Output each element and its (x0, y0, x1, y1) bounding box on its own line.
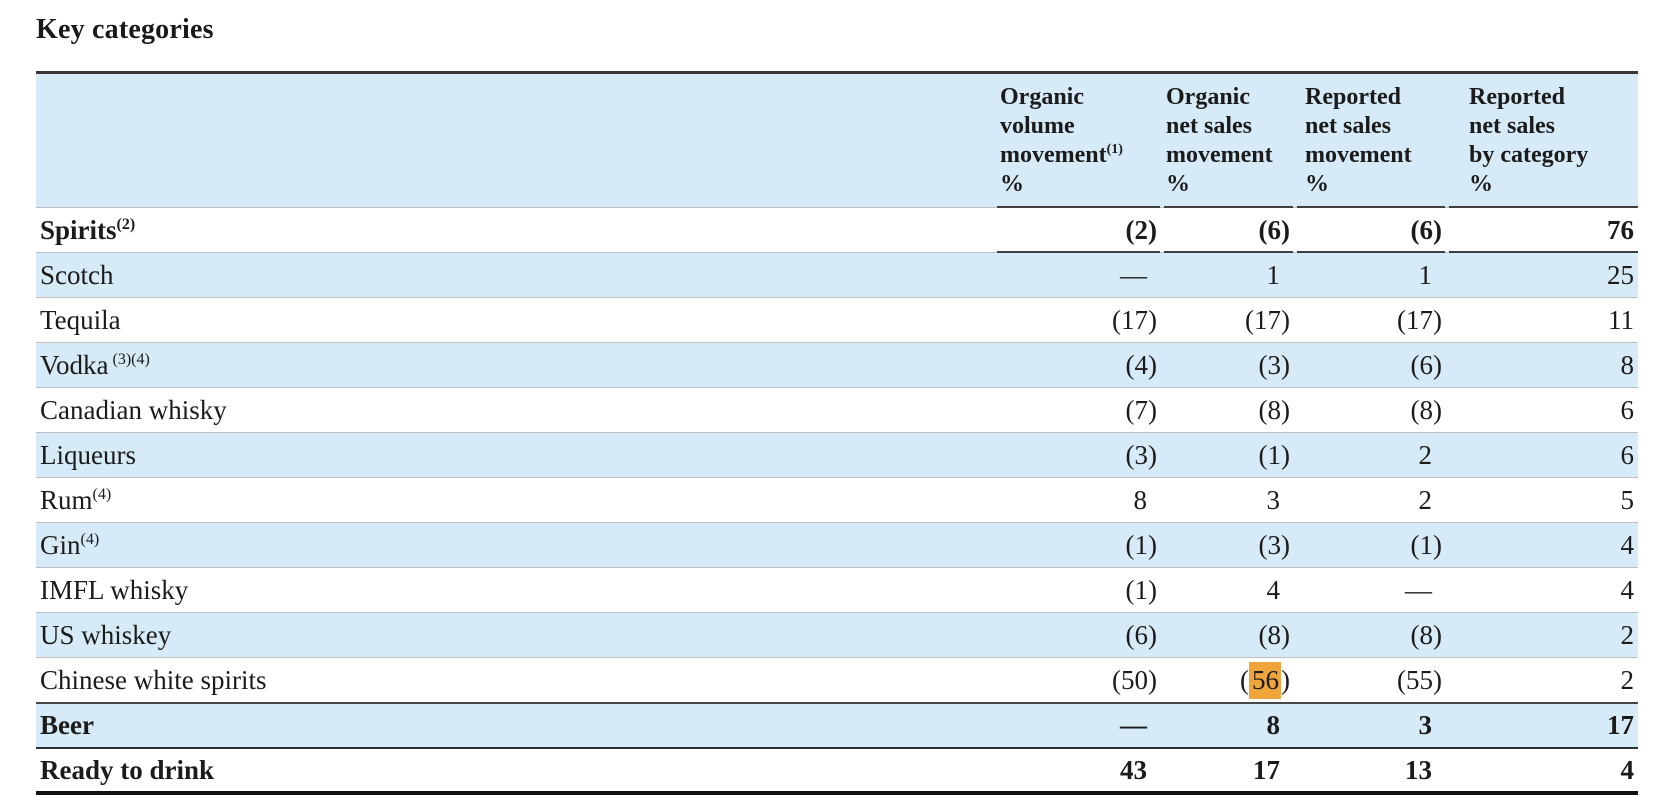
cell-reported-by-category: 2 (1445, 657, 1638, 703)
cell-organic-volume: (1) (993, 522, 1160, 568)
table-row-spirits: Spirits(2) (2) (6) (6) 76 (36, 207, 1638, 254)
column-header-reported-net-sales-movement: Reported net sales movement % (1293, 73, 1445, 208)
column-header-reported-net-sales-by-category: Reported net sales by category % (1445, 73, 1638, 208)
cell-organic-net-sales-highlighted: (56) (1160, 657, 1293, 703)
cell-organic-volume: 43 (993, 746, 1160, 793)
cell-reported-net-sales: (17) (1293, 297, 1445, 343)
row-label: Canadian whisky (36, 387, 993, 433)
cell-organic-net-sales: 4 (1160, 567, 1293, 613)
cell-organic-volume: (2) (993, 207, 1160, 254)
table-row-scotch: Scotch — 1 1 25 (36, 252, 1638, 298)
row-label: Gin(4) (36, 522, 993, 568)
cell-organic-volume: (50) (993, 657, 1160, 703)
table-row-chinese-white-spirits: Chinese white spirits (50) (56) (55) 2 (36, 657, 1638, 703)
footnote-marker: (4) (92, 486, 112, 503)
cell-organic-net-sales: 1 (1160, 252, 1293, 298)
column-header-organic-net-sales-movement: Organic net sales movement % (1160, 73, 1293, 208)
cell-organic-volume: (7) (993, 387, 1160, 433)
table-row-tequila: Tequila (17) (17) (17) 11 (36, 297, 1638, 343)
row-label: Beer (36, 701, 993, 748)
cell-reported-by-category: 6 (1445, 432, 1638, 478)
cell-reported-net-sales: (6) (1293, 342, 1445, 388)
cell-organic-volume: (3) (993, 432, 1160, 478)
cell-organic-net-sales: 8 (1160, 701, 1293, 748)
cell-organic-net-sales: (8) (1160, 612, 1293, 658)
cell-reported-by-category: 5 (1445, 477, 1638, 523)
cell-reported-net-sales: (8) (1293, 387, 1445, 433)
cell-reported-net-sales: (8) (1293, 612, 1445, 658)
footnote-marker: (1) (1106, 142, 1123, 157)
row-label: Spirits(2) (36, 207, 993, 253)
cell-reported-net-sales: (6) (1293, 207, 1445, 254)
table-row-rum: Rum(4) 8 3 2 5 (36, 477, 1638, 523)
cell-reported-net-sales: (1) (1293, 522, 1445, 568)
row-label: Ready to drink (36, 746, 993, 793)
table-row-vodka: Vodka (3)(4) (4) (3) (6) 8 (36, 342, 1638, 388)
cell-organic-net-sales: (8) (1160, 387, 1293, 433)
row-label: Liqueurs (36, 432, 993, 478)
cell-reported-net-sales: 3 (1293, 701, 1445, 748)
key-categories-table: Organic volume movement(1) % Organic net… (36, 71, 1638, 795)
cell-reported-by-category: 17 (1445, 701, 1638, 748)
footnote-marker: (4) (80, 531, 100, 548)
cell-reported-net-sales: 2 (1293, 477, 1445, 523)
cell-reported-net-sales: — (1293, 567, 1445, 613)
row-label: Chinese white spirits (36, 657, 993, 703)
cell-organic-volume: (6) (993, 612, 1160, 658)
table-row-beer: Beer — 8 3 17 (36, 701, 1638, 748)
cell-organic-net-sales: (1) (1160, 432, 1293, 478)
row-label: Rum(4) (36, 477, 993, 523)
table-row-liqueurs: Liqueurs (3) (1) 2 6 (36, 432, 1638, 478)
header-spacer (36, 73, 993, 208)
header-row: Organic volume movement(1) % Organic net… (36, 72, 1638, 208)
cell-reported-net-sales: 2 (1293, 432, 1445, 478)
footnote-marker: (3)(4) (112, 351, 150, 368)
row-label: US whiskey (36, 612, 993, 658)
table-row-imfl-whisky: IMFL whisky (1) 4 — 4 (36, 567, 1638, 613)
footnote-marker: (2) (116, 216, 136, 233)
row-label: Scotch (36, 252, 993, 298)
table-row-gin: Gin(4) (1) (3) (1) 4 (36, 522, 1638, 568)
row-label: Vodka (3)(4) (36, 342, 993, 388)
cell-organic-volume: — (993, 701, 1160, 748)
table-row-us-whiskey: US whiskey (6) (8) (8) 2 (36, 612, 1638, 658)
cell-organic-net-sales: (17) (1160, 297, 1293, 343)
cell-organic-net-sales: (3) (1160, 342, 1293, 388)
row-label: Tequila (36, 297, 993, 343)
cell-organic-volume: (17) (993, 297, 1160, 343)
cell-organic-net-sales: 17 (1160, 746, 1293, 793)
cell-reported-by-category: 6 (1445, 387, 1638, 433)
cell-organic-volume: — (993, 252, 1160, 298)
cell-reported-by-category: 8 (1445, 342, 1638, 388)
cell-organic-net-sales: (3) (1160, 522, 1293, 568)
row-label: IMFL whisky (36, 567, 993, 613)
cell-organic-net-sales: 3 (1160, 477, 1293, 523)
cell-reported-by-category: 4 (1445, 522, 1638, 568)
cell-reported-net-sales: (55) (1293, 657, 1445, 703)
column-header-organic-volume-movement: Organic volume movement(1) % (993, 73, 1160, 208)
cell-organic-volume: 8 (993, 477, 1160, 523)
cell-organic-volume: (4) (993, 342, 1160, 388)
cell-reported-by-category: 2 (1445, 612, 1638, 658)
cell-organic-net-sales: (6) (1160, 207, 1293, 254)
page-title: Key categories (36, 14, 214, 45)
table-row-canadian-whisky: Canadian whisky (7) (8) (8) 6 (36, 387, 1638, 433)
cell-reported-net-sales: 13 (1293, 746, 1445, 793)
cell-reported-net-sales: 1 (1293, 252, 1445, 298)
highlighted-value: 56 (1249, 661, 1281, 699)
cell-reported-by-category: 25 (1445, 252, 1638, 298)
cell-organic-volume: (1) (993, 567, 1160, 613)
cell-reported-by-category: 4 (1445, 567, 1638, 613)
table-row-ready-to-drink: Ready to drink 43 17 13 4 (36, 746, 1638, 793)
cell-reported-by-category: 11 (1445, 297, 1638, 343)
cell-reported-by-category: 4 (1445, 746, 1638, 793)
cell-reported-by-category: 76 (1445, 207, 1638, 254)
